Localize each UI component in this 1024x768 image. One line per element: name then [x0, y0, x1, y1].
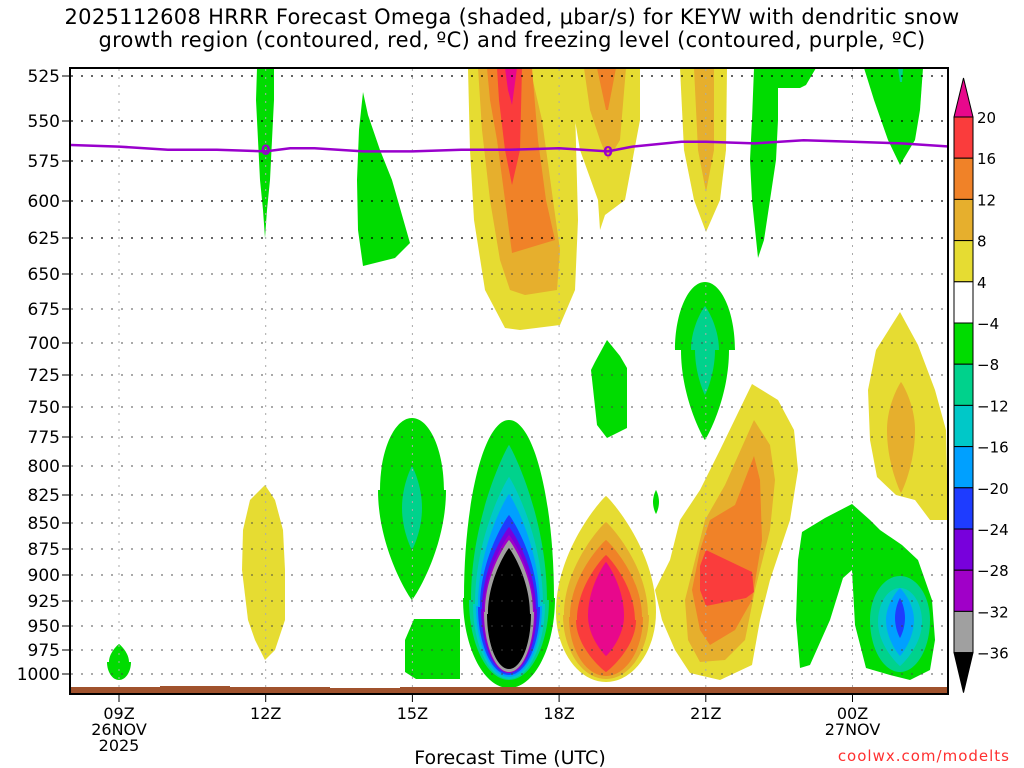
colorbar-segment	[953, 446, 974, 489]
colorbar-label: −16	[977, 439, 1009, 457]
y-tick-label: 600	[28, 192, 60, 212]
omega-region	[402, 466, 422, 550]
colorbar-label: 20	[977, 109, 996, 127]
omega-region	[584, 69, 626, 160]
y-axis: 525 550 575 600 625 650 675 700 725 750 775 800 825 8…	[17, 67, 70, 685]
y-tick-label: 525	[28, 67, 60, 87]
colorbar-label: 16	[977, 150, 996, 168]
colorbar-segment	[953, 240, 974, 283]
x-tick-label: 09Z	[103, 704, 134, 723]
colorbar-label: −24	[977, 521, 1009, 539]
colorbar-label: −32	[977, 603, 1009, 621]
y-tick-label: 750	[28, 398, 60, 418]
omega-region	[691, 306, 719, 395]
omega-region	[864, 69, 923, 165]
y-tick-label: 650	[28, 265, 60, 285]
y-tick-label: 575	[28, 152, 60, 172]
omega-region	[405, 619, 460, 679]
colorbar-label: −8	[977, 356, 999, 374]
omega-region	[895, 598, 905, 638]
colorbar-label: 4	[977, 274, 987, 292]
colorbar-label: −4	[977, 315, 999, 333]
colorbar-label: −28	[977, 562, 1009, 580]
colorbar-segment	[953, 281, 974, 324]
plot-frame	[69, 67, 949, 695]
omega-region	[505, 69, 517, 105]
colorbar-segment	[953, 116, 974, 159]
credit-text: coolwx.com/modelts	[838, 747, 1010, 765]
omega-region	[357, 92, 410, 266]
x-tick-label: 00Z	[837, 704, 868, 723]
x-tick-label: 12Z	[250, 704, 281, 723]
omega-region	[256, 69, 274, 238]
x-tick-label: 27NOV	[825, 720, 881, 739]
y-tick-label: 925	[28, 592, 60, 612]
y-tick-label: 875	[28, 540, 60, 560]
y-tick-label: 550	[28, 112, 60, 132]
colorbar-segment	[953, 610, 974, 654]
colorbar-arrow-top	[953, 77, 974, 118]
chart-title-line1: 2025112608 HRRR Forecast Omega (shaded, …	[64, 5, 960, 29]
y-tick-label: 700	[28, 334, 60, 354]
colorbar-label: −12	[977, 397, 1009, 415]
chart-title-line2: growth region (contoured, red, ºC) and f…	[98, 28, 926, 52]
freezing-level-label: 0	[603, 144, 613, 160]
colorbar-segment	[953, 487, 974, 530]
x-tick-label: 15Z	[397, 704, 428, 723]
chart-title: 2025112608 HRRR Forecast Omega (shaded, …	[0, 6, 1024, 52]
y-tick-label: 800	[28, 457, 60, 477]
colorbar-label: 12	[977, 191, 996, 209]
colorbar-segment	[953, 404, 974, 448]
colorbar-label: −36	[977, 645, 1009, 663]
y-tick-label: 850	[28, 514, 60, 534]
x-tick-label: 21Z	[690, 704, 721, 723]
omega-region	[588, 562, 624, 656]
omega-region	[700, 550, 754, 606]
y-tick-label: 625	[28, 229, 60, 249]
x-tick-label: 2025	[99, 736, 140, 755]
colorbar-segment	[953, 363, 974, 406]
colorbar-label: 8	[977, 233, 987, 251]
omega-region	[898, 69, 903, 82]
grid-lines	[71, 69, 947, 693]
omega-region	[242, 485, 285, 660]
omega-region	[487, 548, 531, 669]
freezing-level-line	[71, 138, 947, 153]
omega-region	[497, 69, 522, 185]
omega-region	[653, 490, 659, 514]
colorbar-segment	[953, 322, 974, 365]
terrain-surface	[71, 686, 947, 693]
x-axis-title: Forecast Time (UTC)	[414, 747, 605, 768]
colorbar-segment	[953, 569, 974, 612]
omega-region	[694, 69, 714, 192]
terrain-ground	[71, 686, 947, 693]
colorbar-arrow-bottom	[953, 652, 974, 693]
omega-shading	[107, 69, 947, 688]
y-tick-label: 1000	[17, 665, 60, 685]
y-tick-label: 675	[28, 300, 60, 320]
colorbar: 20 16 12 8 4 −4 −8 −12 −16 −20 −24 −28 −32 −36	[953, 77, 1009, 693]
colorbar-segment	[953, 198, 974, 242]
freezing-level-label: 0	[261, 143, 271, 159]
x-tick-label: 26NOV	[91, 720, 147, 739]
colorbar-segment	[953, 157, 974, 200]
omega-region	[597, 69, 616, 110]
y-tick-label: 900	[28, 566, 60, 586]
y-tick-label: 975	[28, 641, 60, 661]
omega-region	[750, 69, 816, 258]
y-tick-label: 950	[28, 617, 60, 637]
y-tick-label: 825	[28, 486, 60, 506]
colorbar-segment	[953, 528, 974, 571]
y-tick-label: 725	[28, 366, 60, 386]
colorbar-label: −20	[977, 480, 1009, 498]
x-tick-label: 18Z	[543, 704, 574, 723]
y-tick-label: 775	[28, 428, 60, 448]
omega-region	[591, 340, 627, 438]
